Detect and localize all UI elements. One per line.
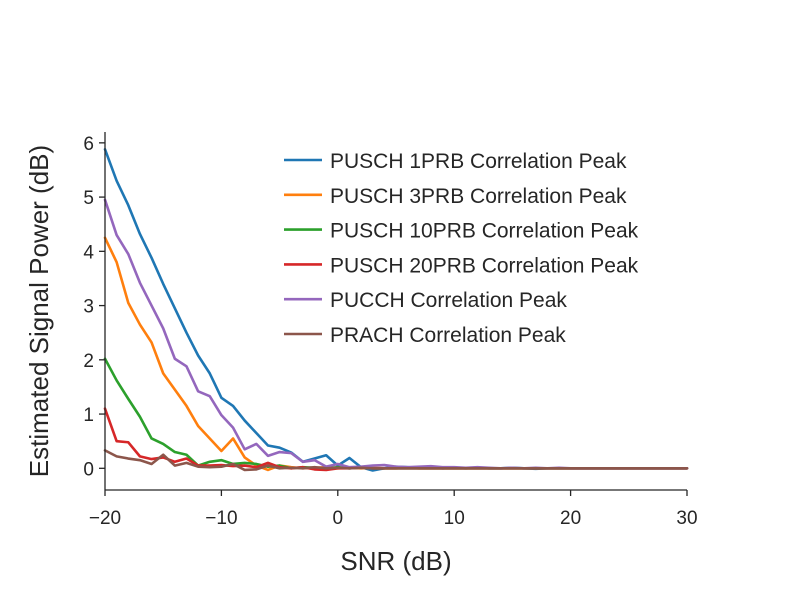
legend-entry-label: PUSCH 1PRB Correlation Peak	[330, 150, 627, 173]
x-tick-label: 10	[444, 508, 465, 529]
y-tick-label: 4	[83, 242, 94, 263]
legend: PUSCH 1PRB Correlation Peak PUSCH 3PRB Co…	[284, 150, 639, 347]
legend-entry-label: PUCCH Correlation Peak	[330, 289, 567, 312]
x-ticks: −20 −10 0 10 20 30	[89, 490, 698, 529]
y-axis-label: Estimated Signal Power (dB)	[24, 145, 54, 477]
y-tick-label: 6	[83, 134, 94, 155]
x-axis-label: SNR (dB)	[340, 546, 451, 576]
y-tick-label: 2	[83, 351, 94, 372]
x-tick-label: 0	[333, 508, 344, 529]
y-tick-label: 1	[83, 405, 94, 426]
y-tick-label: 3	[83, 297, 94, 318]
legend-entry-label: PUSCH 20PRB Correlation Peak	[330, 254, 639, 277]
y-tick-label: 5	[83, 188, 94, 209]
axes	[104, 132, 687, 491]
series-layer	[103, 148, 689, 472]
x-tick-label: −20	[89, 508, 121, 529]
x-tick-label: 30	[676, 508, 697, 529]
legend-entry-label: PUSCH 3PRB Correlation Peak	[330, 185, 627, 208]
legend-entry-label: PRACH Correlation Peak	[330, 324, 566, 347]
x-tick-label: 20	[560, 508, 581, 529]
y-ticks: 0 1 2 3 4 5 6	[83, 134, 105, 480]
x-tick-label: −10	[205, 508, 237, 529]
series-line	[103, 449, 689, 472]
y-tick-label: 0	[83, 459, 94, 480]
legend-entry-label: PUSCH 10PRB Correlation Peak	[330, 220, 639, 243]
